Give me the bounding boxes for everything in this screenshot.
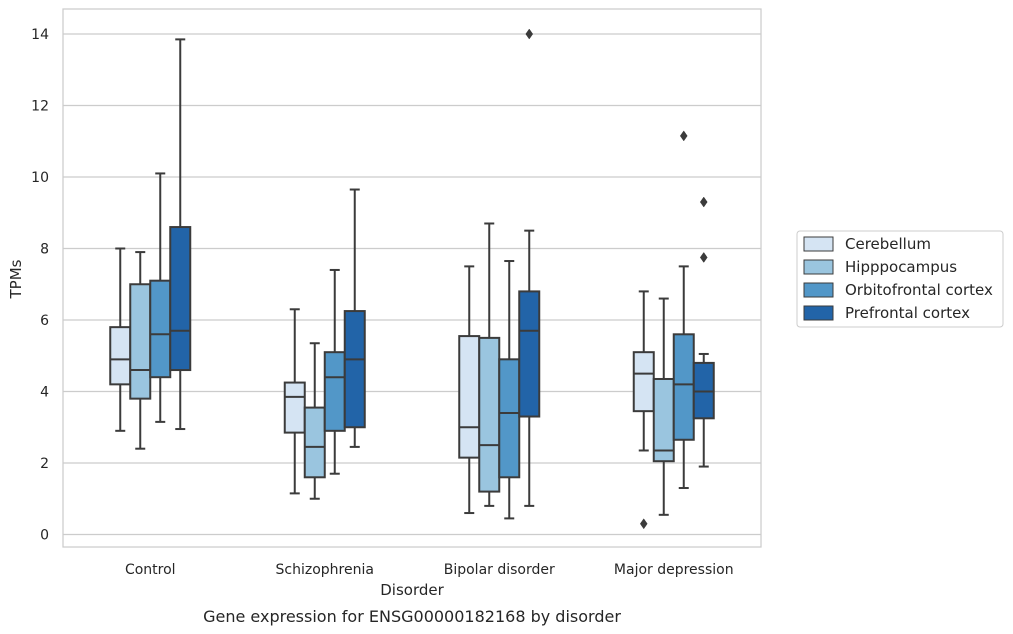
- iqr-box: [672, 333, 695, 441]
- box-prefrontal-cortex: [692, 196, 715, 468]
- box-prefrontal-cortex: [169, 38, 192, 431]
- legend-frame: [796, 230, 1004, 328]
- iqr-box: [303, 406, 326, 479]
- outlier-point: [699, 196, 708, 208]
- chart-caption: Gene expression for ENSG00000182168 by d…: [203, 607, 621, 626]
- legend-label: Prefrontal cortex: [845, 304, 970, 322]
- iqr-box: [149, 279, 172, 379]
- y-tick-label: 10: [31, 170, 49, 186]
- iqr-box: [343, 310, 366, 429]
- y-tick-label: 8: [40, 242, 49, 258]
- legend-swatch: [803, 305, 834, 321]
- outlier-point: [525, 28, 534, 40]
- iqr-box: [498, 358, 521, 479]
- y-tick-label: 0: [40, 527, 49, 543]
- box-prefrontal-cortex: [518, 28, 541, 507]
- iqr-box: [283, 381, 306, 434]
- plot-frame: [62, 8, 762, 548]
- iqr-box: [129, 283, 152, 400]
- y-axis-title: TPMs: [7, 259, 25, 299]
- x-tick-label: Major depression: [614, 562, 734, 578]
- iqr-box: [518, 290, 541, 418]
- y-tick-label: 6: [40, 313, 49, 329]
- legend-label: Orbitofrontal cortex: [845, 281, 993, 299]
- outlier-point: [699, 252, 708, 263]
- box-cerebellum: [458, 265, 481, 515]
- legend-label: Hipppocampus: [845, 258, 957, 276]
- x-axis-title: Disorder: [380, 581, 444, 599]
- y-tick-labels: 0 2 4 6 8 10 12 14: [31, 27, 49, 543]
- x-tick-label: Control: [125, 562, 176, 578]
- x-tick-labels: Control Schizophrenia Bipolar disorder Majo…: [125, 562, 734, 578]
- y-tick-label: 14: [31, 27, 49, 43]
- box-hipppocampus: [652, 297, 675, 516]
- outlier-point: [639, 518, 648, 530]
- legend-items: Cerebellum Hipppocampus Orbitofrontal cort…: [803, 235, 993, 322]
- box-hipppocampus: [303, 342, 326, 500]
- legend-swatch: [803, 282, 834, 298]
- legend-label: Cerebellum: [845, 235, 931, 253]
- box-hipppocampus: [129, 251, 152, 450]
- iqr-box: [632, 351, 655, 413]
- iqr-box: [169, 226, 192, 372]
- iqr-box: [109, 326, 132, 386]
- y-tick-label: 2: [40, 456, 49, 472]
- iqr-box: [458, 335, 481, 459]
- box-prefrontal-cortex: [343, 188, 366, 448]
- outlier-point: [679, 130, 688, 142]
- iqr-box: [478, 336, 501, 493]
- box-layer: [109, 28, 715, 530]
- y-tick-label: 12: [31, 99, 49, 115]
- x-tick-label: Bipolar disorder: [444, 562, 555, 578]
- x-tick-label: Schizophrenia: [276, 562, 374, 578]
- box-cerebellum: [283, 308, 306, 495]
- box-cerebellum: [632, 290, 655, 530]
- box-cerebellum: [109, 247, 132, 432]
- iqr-box: [323, 351, 346, 432]
- box-orbitofrontal-cortex: [498, 260, 521, 520]
- iqr-box: [652, 377, 675, 463]
- legend-swatch: [803, 259, 834, 275]
- legend: Cerebellum Hipppocampus Orbitofrontal cort…: [796, 230, 1004, 328]
- box-orbitofrontal-cortex: [149, 172, 172, 423]
- box-hipppocampus: [478, 222, 501, 507]
- box-orbitofrontal-cortex: [323, 268, 346, 475]
- y-tick-label: 4: [40, 384, 49, 400]
- legend-swatch: [803, 236, 834, 252]
- box-orbitofrontal-cortex: [672, 130, 695, 490]
